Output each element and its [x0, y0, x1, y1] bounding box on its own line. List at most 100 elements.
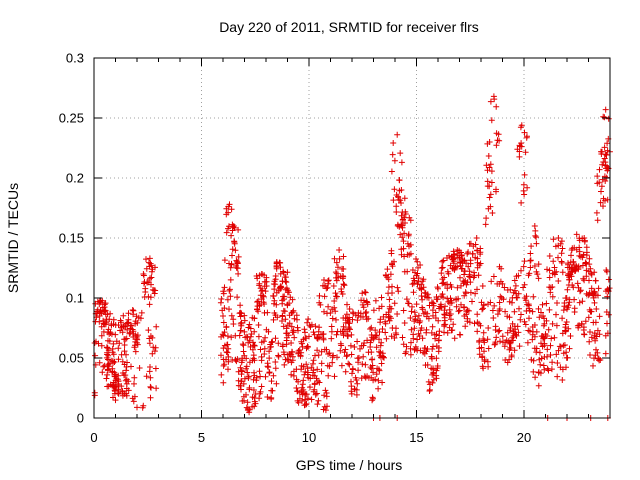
data-point — [401, 230, 408, 237]
data-point — [341, 282, 348, 289]
data-point — [286, 300, 293, 307]
data-point — [336, 247, 343, 253]
data-point — [287, 351, 294, 358]
data-point — [345, 360, 352, 367]
data-point — [389, 260, 395, 267]
data-point — [524, 339, 531, 346]
data-point — [256, 280, 263, 287]
data-point — [288, 348, 295, 355]
data-point — [354, 317, 361, 324]
data-point — [298, 366, 305, 373]
data-point — [511, 287, 518, 294]
data-point — [240, 393, 247, 400]
data-point — [403, 296, 410, 303]
data-point — [245, 405, 251, 412]
data-point — [389, 325, 396, 331]
data-point — [483, 215, 490, 222]
y-tick-label: 0.05 — [59, 351, 84, 366]
data-point — [220, 290, 227, 297]
data-point — [605, 276, 612, 283]
data-point — [360, 313, 366, 320]
data-point — [103, 316, 110, 323]
data-point — [283, 341, 290, 348]
data-point — [273, 259, 280, 265]
data-point — [473, 235, 480, 241]
data-point — [410, 289, 417, 296]
data-point — [243, 333, 250, 340]
data-point — [407, 351, 414, 358]
data-point — [428, 365, 435, 372]
y-tick-label: 0 — [77, 411, 84, 426]
data-point — [398, 159, 405, 166]
data-point — [378, 360, 385, 367]
data-point — [591, 288, 598, 295]
data-point — [518, 267, 524, 274]
data-point — [591, 330, 598, 337]
data-point — [123, 390, 130, 397]
data-point — [105, 347, 112, 354]
data-point — [239, 398, 246, 404]
data-point — [360, 304, 367, 311]
data-point — [546, 253, 553, 259]
data-point — [334, 354, 340, 361]
data-point — [596, 313, 603, 320]
data-point — [254, 303, 261, 310]
axis-ticks: 0 5 10 15 20 0 0.05 0.1 0.15 0.2 0.25 0.3 — [59, 51, 611, 445]
data-point — [355, 367, 362, 374]
data-point — [314, 366, 321, 373]
data-point — [221, 305, 228, 312]
data-point — [279, 312, 286, 319]
data-point — [355, 312, 362, 319]
data-point — [559, 269, 566, 276]
data-point — [305, 369, 311, 376]
data-point — [311, 386, 318, 393]
data-point — [148, 274, 155, 281]
data-point — [480, 329, 487, 336]
data-point — [402, 211, 409, 217]
data-point — [369, 394, 376, 401]
data-point — [551, 334, 558, 341]
data-point — [367, 326, 374, 332]
data-point — [332, 269, 339, 276]
data-point — [376, 367, 383, 374]
data-point — [227, 293, 234, 300]
data-point — [301, 326, 308, 333]
data-point — [557, 343, 564, 350]
data-point — [604, 320, 610, 327]
data-point — [230, 321, 237, 327]
data-point — [337, 347, 344, 354]
data-point — [262, 288, 269, 295]
data-point — [258, 353, 265, 360]
data-point — [504, 313, 511, 320]
data-point — [443, 309, 450, 316]
data-point — [594, 327, 601, 334]
data-point — [529, 308, 536, 315]
data-point — [450, 321, 457, 328]
data-point — [273, 301, 280, 308]
data-point — [218, 371, 225, 378]
data-point — [332, 308, 339, 315]
data-point — [490, 315, 497, 321]
data-point — [147, 275, 153, 282]
y-axis-label: SRMTID / TECUs — [5, 183, 21, 293]
data-point — [590, 294, 597, 301]
data-point — [308, 321, 315, 328]
data-point — [365, 315, 372, 322]
data-point — [398, 246, 405, 253]
data-point — [541, 366, 548, 373]
data-point — [105, 367, 111, 374]
data-point — [571, 296, 578, 303]
data-points — [91, 93, 613, 421]
data-point — [128, 363, 134, 370]
data-point — [364, 301, 371, 308]
data-point — [132, 348, 139, 355]
data-point — [506, 346, 513, 353]
data-point — [244, 369, 251, 376]
data-point — [419, 306, 426, 313]
data-point — [124, 326, 131, 333]
data-point — [91, 340, 98, 346]
data-point — [491, 302, 498, 309]
data-point — [223, 229, 230, 236]
data-point — [305, 316, 312, 323]
data-point — [258, 271, 265, 277]
